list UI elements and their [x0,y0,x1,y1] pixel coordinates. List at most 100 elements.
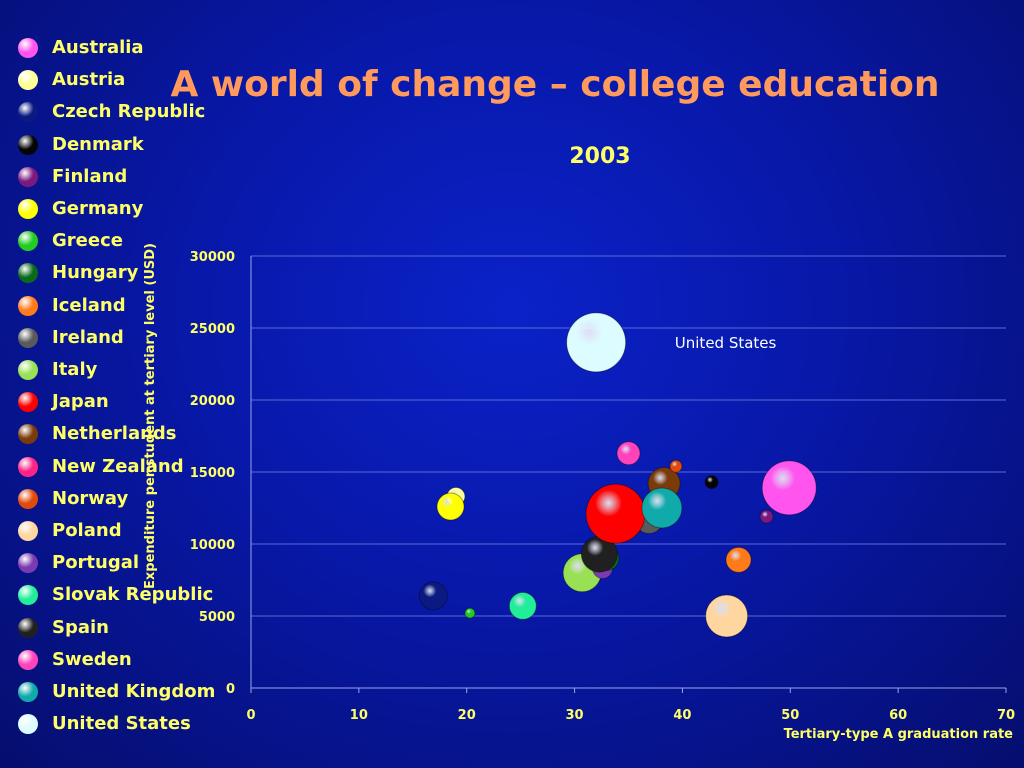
bubble-united-kingdom [641,487,683,529]
legend-marker [18,392,38,413]
legend-label: Slovak Republic [52,584,214,606]
legend-label: Japan [52,391,109,413]
legend-label: Finland [52,165,128,187]
bubble-norway [669,459,683,473]
legend-label: Czech Republic [52,101,206,123]
legend-item: Portugal [16,548,216,578]
x-axis-title: Tertiary-type A graduation rate [784,727,1014,742]
bubble-australia [761,460,817,516]
bubble-united-states [566,312,627,373]
legend-label: Greece [52,230,123,252]
gridlines [251,255,1006,617]
y-tick-label: 20000 [190,394,235,409]
legend-marker [18,649,38,670]
legend-item: Italy [16,355,216,385]
legend-item: Japan [16,387,216,417]
legend-label: United States [52,713,191,735]
axis-labels: 0 5000 10000 15000 20000 25000 30000 0 10 20 30 40 5… [143,243,1015,742]
legend-item: Sweden [16,645,216,675]
legend-label: Austria [52,69,126,91]
legend-label: Poland [52,520,122,541]
legend-item: Slovak Republic [16,580,216,610]
axes [250,256,1007,693]
legend-label: United Kingdom [52,681,216,702]
legend-item: Finland [16,162,216,192]
legend-label: Germany [52,198,144,219]
legend-item: Greece [16,226,216,256]
legend-marker [18,521,38,541]
bubble-slovak-republic [508,591,537,620]
annotation-label: United States [675,334,777,352]
y-tick-label: 10000 [190,538,235,553]
bubble-poland [705,594,749,638]
legend-marker [18,199,38,219]
x-tick-label: 0 [246,708,255,723]
bubble-sweden [616,441,641,466]
legend-label: Iceland [52,294,126,316]
legend-marker [18,617,38,638]
legend-marker [18,424,38,445]
legend-marker [18,360,38,380]
legend-marker [18,295,38,316]
y-tick-label: 30000 [190,250,235,265]
legend-item: Czech Republic [16,97,216,127]
legend-marker [18,456,38,477]
x-tick-label: 20 [458,708,476,723]
legend-label: Norway [52,487,129,509]
y-tick-label: 5000 [199,610,235,625]
legend-marker [18,102,38,123]
bubble-greece [464,607,476,619]
legend-label: Ireland [52,326,124,348]
legend-marker [18,231,38,252]
legend-label: Portugal [52,552,140,574]
legend-item: Poland [16,516,216,546]
x-tick-label: 40 [673,708,691,723]
legend-item: Norway [16,484,216,514]
legend-label: Sweden [52,648,132,670]
legend-label: Australia [52,37,144,58]
legend-item: New Zealand [16,452,216,482]
legend-label: New Zealand [52,455,184,477]
legend-item: Austria [16,65,216,95]
legend-marker [18,714,38,735]
x-tick-label: 60 [889,708,907,723]
y-axis-title: Expenditure per student at tertiary leve… [143,243,158,589]
legend-marker [18,327,38,348]
legend-item: Spain [16,613,216,643]
bubble-czech-republic [418,581,448,611]
legend-marker [18,585,38,606]
legend-item: United Kingdom [16,677,216,707]
x-tick-label: 30 [566,708,584,723]
x-tick-label: 70 [997,708,1015,723]
legend-marker [18,166,38,187]
bubble-germany [436,492,465,521]
legend-marker [18,682,38,702]
legend-marker [18,553,38,574]
legend-marker [18,70,38,91]
legend-item: Australia [16,33,216,63]
chart-subtitle: 2003 [569,144,631,169]
legend-item: Denmark [16,130,216,160]
legend-label: Hungary [52,262,139,284]
bubbles [418,312,817,638]
y-tick-label: 25000 [190,322,235,337]
legend-item: Hungary [16,258,216,288]
x-tick-label: 50 [781,708,799,723]
bubble-denmark [704,475,719,490]
y-tick-label: 0 [226,682,235,697]
legend-label: Denmark [52,133,144,155]
legend-item: Ireland [16,323,216,353]
legend-marker [18,134,38,155]
legend-marker [18,38,38,58]
legend-label: Spain [52,616,109,638]
legend-item: United States [16,709,216,739]
legend-label: Italy [52,359,98,380]
legend-label: Netherlands [52,423,177,445]
legend-marker [18,488,38,509]
legend-item: Iceland [16,291,216,321]
bubble-japan [585,483,646,544]
bubble-finland [759,509,774,524]
x-tick-label: 10 [350,708,368,723]
legend-item: Germany [16,194,216,224]
